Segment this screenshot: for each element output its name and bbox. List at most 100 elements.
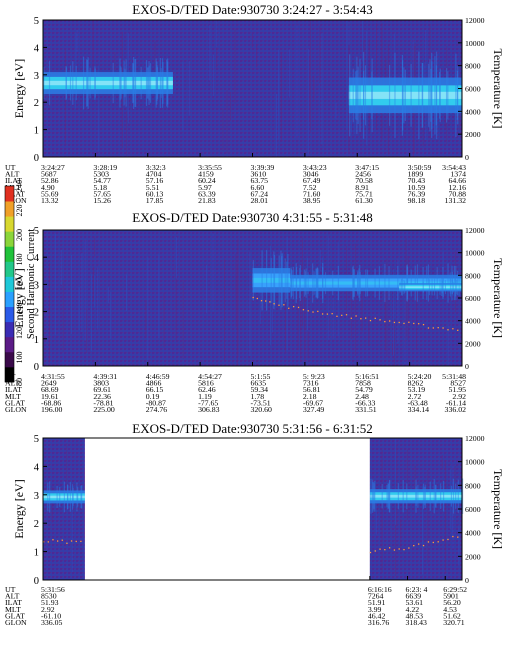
band-streak [124, 68, 126, 98]
noise-streak [126, 111, 128, 156]
band-streak [77, 487, 79, 507]
table-cell: 7264 [368, 592, 384, 601]
noise-streak [86, 309, 88, 353]
noise-streak [147, 256, 149, 360]
colorbar-label: Second Harmonic Current [26, 229, 37, 339]
noise-streak [288, 49, 290, 98]
table-cell: 68.69 [41, 385, 59, 394]
y2-tick-label: 0 [465, 576, 469, 585]
band-streak [355, 71, 357, 120]
y-axis-label: Energy [eV] [12, 479, 26, 538]
table-cell: 5303 [93, 170, 109, 179]
band-streak [431, 61, 433, 130]
noise-streak [236, 264, 238, 366]
band-streak [349, 54, 351, 137]
band-streak [401, 54, 404, 136]
noise-streak [175, 236, 177, 279]
trace-point [61, 539, 63, 541]
table-cell: 3:28:19 [93, 163, 117, 172]
table-cell: -80.87 [146, 398, 166, 407]
table-cell: 76.39 [408, 189, 426, 198]
noise-streak [76, 29, 78, 52]
trace-point [403, 322, 405, 325]
trace-point [80, 540, 82, 543]
y-axis-label: Energy [eV] [12, 59, 26, 118]
band-streak [156, 65, 158, 101]
noise-streak [307, 331, 309, 359]
band-streak [295, 263, 297, 303]
band-streak [317, 268, 319, 298]
table-cell: 3610 [251, 170, 267, 179]
table-cell: 7316 [303, 379, 319, 388]
table-row-label: ALT [5, 592, 20, 601]
band-streak [401, 278, 403, 296]
table-cell: 2456 [355, 170, 371, 179]
table-cell: 12.16 [448, 183, 466, 192]
band-core [43, 80, 173, 86]
noise-streak [407, 256, 409, 340]
band-streak [120, 67, 122, 99]
band-streak [418, 51, 420, 140]
y-tick-label: 3 [34, 71, 39, 82]
table-cell: 8527 [450, 379, 466, 388]
table-cell: 4:39:31 [93, 372, 117, 381]
band-streak [161, 58, 164, 108]
band-streak [305, 271, 307, 295]
band-streak [452, 478, 455, 514]
band-streak [89, 67, 91, 99]
trace-point [422, 323, 425, 326]
y2-tick-label: 10000 [465, 39, 485, 48]
emission-band [290, 262, 462, 304]
noise-streak [397, 259, 399, 344]
noise-streak [384, 289, 386, 351]
noise-streak [427, 470, 429, 564]
noise-streak [405, 321, 407, 350]
band-streak [125, 59, 127, 107]
table-cell: -73.51 [251, 398, 271, 407]
trace-point [418, 323, 420, 325]
band-streak [455, 483, 457, 509]
table-cell: 38.95 [303, 196, 321, 205]
noise-streak [394, 319, 396, 366]
band-streak [352, 68, 354, 123]
table-cell: 54.79 [355, 385, 373, 394]
band-streak [372, 481, 374, 511]
colorbar-segment [5, 336, 14, 353]
band-core [399, 286, 462, 288]
band-streak [59, 487, 61, 507]
table-cell: 8530 [41, 592, 57, 601]
noise-streak [284, 253, 286, 352]
band-streak [371, 58, 373, 133]
band-streak [252, 260, 254, 301]
band-streak [403, 67, 405, 124]
emission-band [252, 250, 291, 311]
y-tick-label: 1 [34, 548, 39, 559]
table-cell: 3:54:43 [442, 163, 466, 172]
table-cell: 336.05 [41, 618, 63, 627]
table-cell: 55.69 [41, 189, 59, 198]
noise-streak [251, 33, 253, 48]
trace-point [269, 301, 271, 303]
table-cell: 53.61 [406, 598, 424, 607]
band-streak [324, 272, 327, 294]
trace-point [360, 318, 362, 320]
y2-tick-label: 12000 [465, 226, 485, 235]
temperature-axis: 0 2000 4000 6000 8000 10000 12000 Temperature [… [458, 226, 505, 371]
table-cell: 6.60 [251, 183, 265, 192]
noise-streak [415, 266, 417, 350]
table-cell: 2.18 [303, 392, 317, 401]
colorbar-segment [5, 216, 14, 232]
table-cell: 60.13 [146, 189, 164, 198]
table-cell: 21.83 [198, 196, 216, 205]
table-cell: 22.36 [93, 392, 111, 401]
band-streak [401, 278, 403, 296]
band-streak [119, 58, 121, 108]
noise-streak [206, 265, 208, 313]
table-cell: 4866 [146, 379, 162, 388]
band-core [43, 495, 85, 499]
band-streak [292, 266, 294, 300]
table-cell: 69.61 [93, 385, 111, 394]
noise-streak [396, 444, 398, 526]
band-streak [69, 482, 71, 512]
noise-streak [448, 323, 450, 366]
